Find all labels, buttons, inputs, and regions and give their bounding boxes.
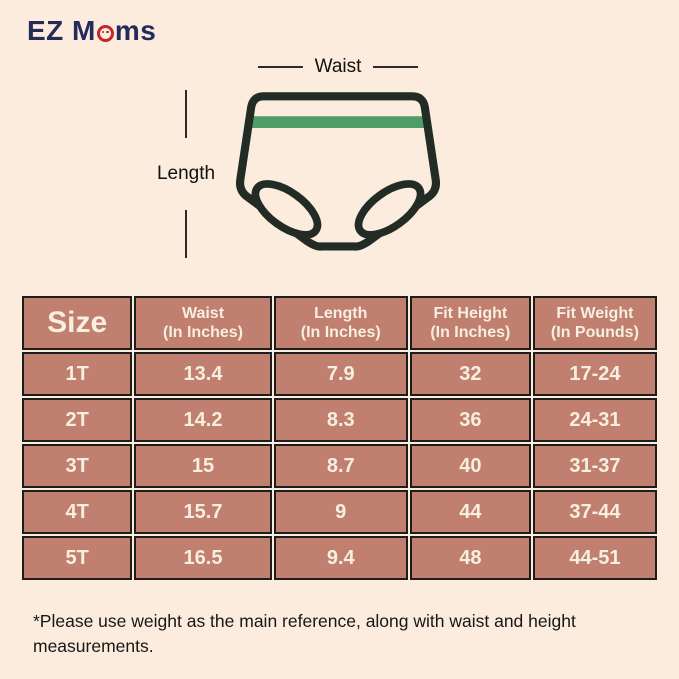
underwear-diagram-icon (235, 92, 441, 251)
table-row: 3T 15 8.7 40 31-37 (22, 444, 657, 488)
logo-text-left: EZ M (27, 15, 96, 46)
fit-height-cell: 48 (409, 536, 531, 580)
length-cell: 8.7 (273, 444, 408, 488)
waist-cell: 16.5 (134, 536, 272, 580)
length-tick-bottom (185, 210, 187, 258)
size-cell: 2T (22, 398, 133, 442)
fit-weight-cell: 37-44 (532, 490, 657, 534)
waist-dash-right (373, 66, 419, 68)
table-header-row: Size Waist (In Inches) Length (In Inches… (22, 296, 657, 350)
fit-height-cell: 44 (409, 490, 531, 534)
col-header-length: Length (In Inches) (273, 296, 408, 350)
fit-weight-cell: 44-51 (532, 536, 657, 580)
waistband-stripe (247, 116, 429, 128)
col-header-waist: Waist (In Inches) (134, 296, 272, 350)
col-header-fit-height: Fit Height (In Inches) (409, 296, 531, 350)
right-leg-hole (354, 180, 425, 239)
waist-measure-label: Waist (238, 56, 438, 78)
left-leg-hole (251, 180, 322, 239)
length-cell: 9 (273, 490, 408, 534)
size-cell: 3T (22, 444, 133, 488)
waist-cell: 13.4 (134, 352, 272, 396)
length-cell: 9.4 (273, 536, 408, 580)
col-header-size: Size (22, 296, 133, 350)
length-cell: 7.9 (273, 352, 408, 396)
table-row: 2T 14.2 8.3 36 24-31 (22, 398, 657, 442)
waist-label: Waist (314, 56, 362, 77)
size-cell: 1T (22, 352, 133, 396)
col-header-fit-weight: Fit Weight (In Pounds) (532, 296, 657, 350)
brief-outline (235, 92, 441, 251)
size-cell: 4T (22, 490, 133, 534)
waist-cell: 15 (134, 444, 272, 488)
fit-height-cell: 32 (409, 352, 531, 396)
waist-dash-left (257, 66, 303, 68)
waist-cell: 15.7 (134, 490, 272, 534)
size-cell: 5T (22, 536, 133, 580)
waist-cell: 14.2 (134, 398, 272, 442)
length-label: Length (156, 163, 216, 184)
table-row: 1T 13.4 7.9 32 17-24 (22, 352, 657, 396)
table-row: 4T 15.7 9 44 37-44 (22, 490, 657, 534)
size-chart-table: Size Waist (In Inches) Length (In Inches… (20, 294, 659, 582)
table-row: 5T 16.5 9.4 48 44-51 (22, 536, 657, 580)
fit-weight-cell: 17-24 (532, 352, 657, 396)
fit-weight-cell: 31-37 (532, 444, 657, 488)
fit-height-cell: 36 (409, 398, 531, 442)
brand-logo: EZ M ms (27, 15, 156, 47)
length-tick-top (185, 90, 187, 138)
length-cell: 8.3 (273, 398, 408, 442)
fit-height-cell: 40 (409, 444, 531, 488)
fit-weight-cell: 24-31 (532, 398, 657, 442)
smiley-face-o-icon (96, 25, 114, 42)
length-measure-label: Length (146, 90, 226, 258)
footnote: *Please use weight as the main reference… (33, 611, 576, 657)
logo-text-right: ms (114, 15, 157, 46)
